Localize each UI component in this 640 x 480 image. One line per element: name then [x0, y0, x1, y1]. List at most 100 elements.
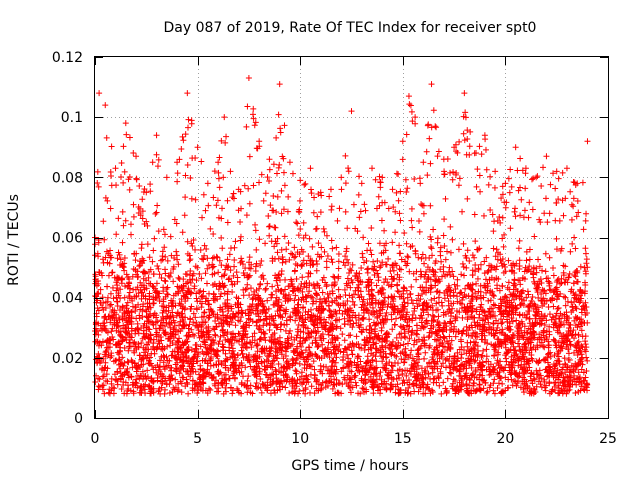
data-point [126, 174, 133, 181]
data-point [358, 329, 365, 336]
data-point [376, 383, 383, 390]
data-point [323, 258, 330, 265]
data-point [345, 355, 352, 362]
data-point [189, 155, 196, 162]
data-point [317, 386, 324, 393]
data-point [185, 116, 192, 123]
data-point [520, 385, 527, 392]
data-point [121, 267, 128, 274]
data-point [232, 238, 239, 245]
data-point [329, 259, 336, 266]
data-point [124, 299, 131, 306]
data-point [92, 325, 99, 332]
data-point [488, 311, 495, 318]
data-point [584, 357, 591, 364]
data-point [201, 242, 208, 249]
data-point [250, 105, 257, 112]
data-point [240, 325, 247, 332]
data-point [313, 267, 320, 274]
data-point [273, 275, 280, 282]
data-point [539, 267, 546, 274]
data-point [457, 336, 464, 343]
data-point [95, 342, 102, 349]
data-point [329, 298, 336, 305]
data-point [215, 286, 222, 293]
data-point [270, 161, 277, 168]
data-point [308, 186, 315, 193]
data-point [264, 297, 271, 304]
data-point [105, 272, 112, 279]
data-point [454, 276, 461, 283]
data-point [272, 256, 279, 263]
data-point [95, 307, 102, 314]
data-point [437, 252, 444, 259]
data-point [404, 340, 411, 347]
data-point [404, 294, 411, 301]
data-point [335, 286, 342, 293]
data-point [243, 353, 250, 360]
data-point [457, 373, 464, 380]
data-point [496, 340, 503, 347]
data-point [541, 344, 548, 351]
data-point [146, 360, 153, 367]
data-point [276, 161, 283, 168]
data-point [579, 344, 586, 351]
data-point [121, 309, 128, 316]
data-point [380, 319, 387, 326]
data-point [186, 252, 193, 259]
data-point [182, 131, 189, 138]
data-point [528, 176, 535, 183]
data-point [193, 295, 200, 302]
data-point [528, 377, 535, 384]
data-point [314, 343, 321, 350]
data-point [175, 338, 182, 345]
data-point [302, 293, 309, 300]
data-point [314, 377, 321, 384]
data-point [466, 151, 473, 158]
data-point [431, 273, 438, 280]
data-point [484, 268, 491, 275]
data-point [171, 386, 178, 393]
data-point [313, 225, 320, 232]
data-point [516, 292, 523, 299]
data-point [420, 381, 427, 388]
data-point [279, 259, 286, 266]
data-point [179, 133, 186, 140]
data-point [269, 207, 276, 214]
data-point [531, 376, 538, 383]
data-point [318, 253, 325, 260]
data-point [251, 330, 258, 337]
data-point [484, 315, 491, 322]
data-point [408, 347, 415, 354]
data-point [481, 309, 488, 316]
data-point [284, 208, 291, 215]
data-point [447, 293, 454, 300]
data-point [464, 127, 471, 134]
data-point [120, 143, 127, 150]
data-point [143, 218, 150, 225]
data-point [474, 166, 481, 173]
data-point [328, 282, 335, 289]
data-point [423, 279, 430, 286]
data-point [235, 330, 242, 337]
data-point [325, 328, 332, 335]
data-point [422, 349, 429, 356]
data-point [556, 330, 563, 337]
data-point [109, 269, 116, 276]
data-point [342, 292, 349, 299]
data-point [530, 264, 537, 271]
data-point [446, 333, 453, 340]
data-point [302, 180, 309, 187]
data-point [198, 323, 205, 330]
data-point [458, 377, 465, 384]
data-point [387, 268, 394, 275]
data-point [506, 320, 513, 327]
data-point [92, 320, 99, 327]
data-point [437, 266, 444, 273]
data-point [285, 193, 292, 200]
data-point [107, 169, 114, 176]
data-point [264, 174, 271, 181]
data-point [515, 330, 522, 337]
data-point [582, 341, 589, 348]
data-point [572, 245, 579, 252]
